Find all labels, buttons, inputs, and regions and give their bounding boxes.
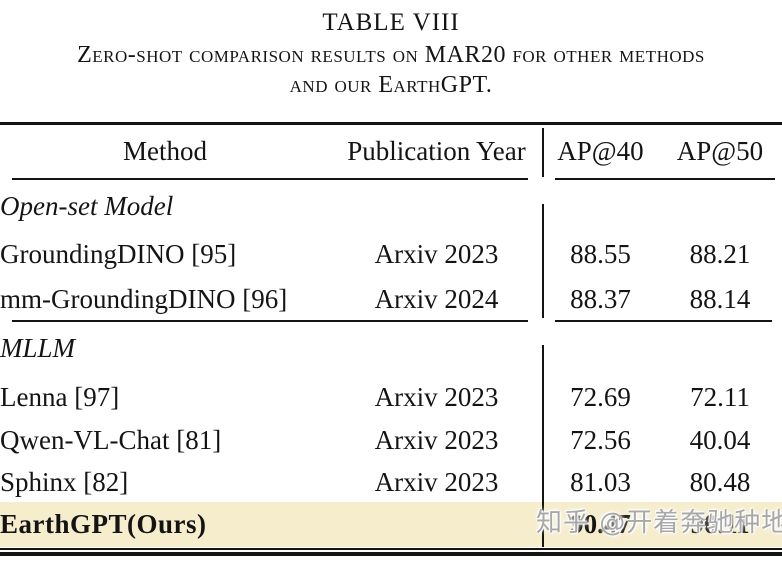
section-row-mllm: MLLM (0, 322, 782, 375)
ap50-cell: 80.48 (689, 466, 751, 497)
ap40-cell: 72.56 (570, 425, 631, 455)
ap40-cell: 88.37 (570, 284, 631, 314)
ap40-cell: 88.55 (570, 239, 631, 269)
method-cell: Qwen-VL-Chat [81] (0, 425, 222, 455)
table-row-groundingdino: GroundingDINO [95] Arxiv 2023 88.55 88.2… (0, 232, 782, 277)
header-underline-left (12, 178, 528, 180)
section-row-open-set-model: Open-set Model (0, 180, 782, 232)
table-row-sphinx: Sphinx [82] Arxiv 2023 81.03 80.48 (0, 462, 782, 502)
column-header-ap40: AP@40 (557, 135, 644, 166)
table-row-earthgpt-highlighted: EarthGPT(Ours) 90.47 90.11 (0, 502, 782, 547)
zhihu-watermark: 知乎 @开着奔驰种地 (536, 508, 782, 538)
table-caption-line2: and our EarthGPT. (289, 72, 493, 98)
column-header-publication-year: Publication Year (347, 135, 526, 166)
year-cell: Arxiv 2024 (374, 284, 499, 314)
method-cell: Sphinx [82] (0, 466, 129, 497)
table-number: TABLE VIII (322, 9, 460, 36)
ap50-cell: 88.21 (689, 239, 751, 269)
method-cell: Lenna [97] (0, 381, 120, 412)
column-divider-segment-1 (542, 128, 544, 177)
ap40-cell: 90.47 (570, 509, 631, 539)
mid-rule-left (12, 320, 528, 322)
table-row-mm-groundingdino: mm-GroundingDINO [96] Arxiv 2024 88.37 8… (0, 277, 782, 322)
ap50-cell: 88.14 (689, 284, 751, 314)
year-cell: Arxiv 2023 (374, 466, 499, 497)
method-cell: EarthGPT(Ours) (0, 509, 207, 539)
ap40-cell: 81.03 (570, 466, 631, 497)
section-header-mllm: MLLM (0, 333, 76, 363)
mid-rule-right (555, 320, 772, 322)
method-cell: GroundingDINO [95] (0, 239, 237, 269)
bottom-rule-thin (0, 548, 782, 550)
results-table: Method Publication Year AP@40 AP@50 Open… (0, 122, 782, 547)
ap50-cell: 40.04 (689, 425, 751, 455)
bottom-rule-thick (0, 552, 782, 556)
year-cell: Arxiv 2023 (374, 425, 499, 455)
column-divider-segment-2 (542, 204, 544, 318)
year-cell (330, 502, 543, 547)
table-row-lenna: Lenna [97] Arxiv 2023 72.69 72.11 (0, 375, 782, 419)
ap40-cell: 72.69 (570, 381, 631, 412)
table-caption-block: TABLE VIII Zero-shot comparison results … (0, 8, 782, 100)
table-row-qwen-vl-chat: Qwen-VL-Chat [81] Arxiv 2023 72.56 40.04 (0, 419, 782, 462)
year-cell: Arxiv 2023 (374, 381, 499, 412)
year-cell: Arxiv 2023 (374, 239, 499, 269)
column-header-ap50: AP@50 (676, 135, 764, 166)
table-caption-line1: Zero-shot comparison results on MAR20 fo… (77, 42, 705, 68)
column-header-method: Method (123, 135, 207, 166)
section-header-open-set-model: Open-set Model (0, 190, 174, 221)
header-underline-right (555, 178, 775, 180)
ap50-cell: 72.11 (690, 381, 750, 412)
method-cell: mm-GroundingDINO [96] (0, 284, 288, 314)
table-header-row: Method Publication Year AP@40 AP@50 (0, 122, 782, 180)
column-divider-segment-3 (542, 345, 544, 547)
ap50-cell: 90.11 (690, 509, 750, 539)
top-rule (0, 122, 782, 125)
